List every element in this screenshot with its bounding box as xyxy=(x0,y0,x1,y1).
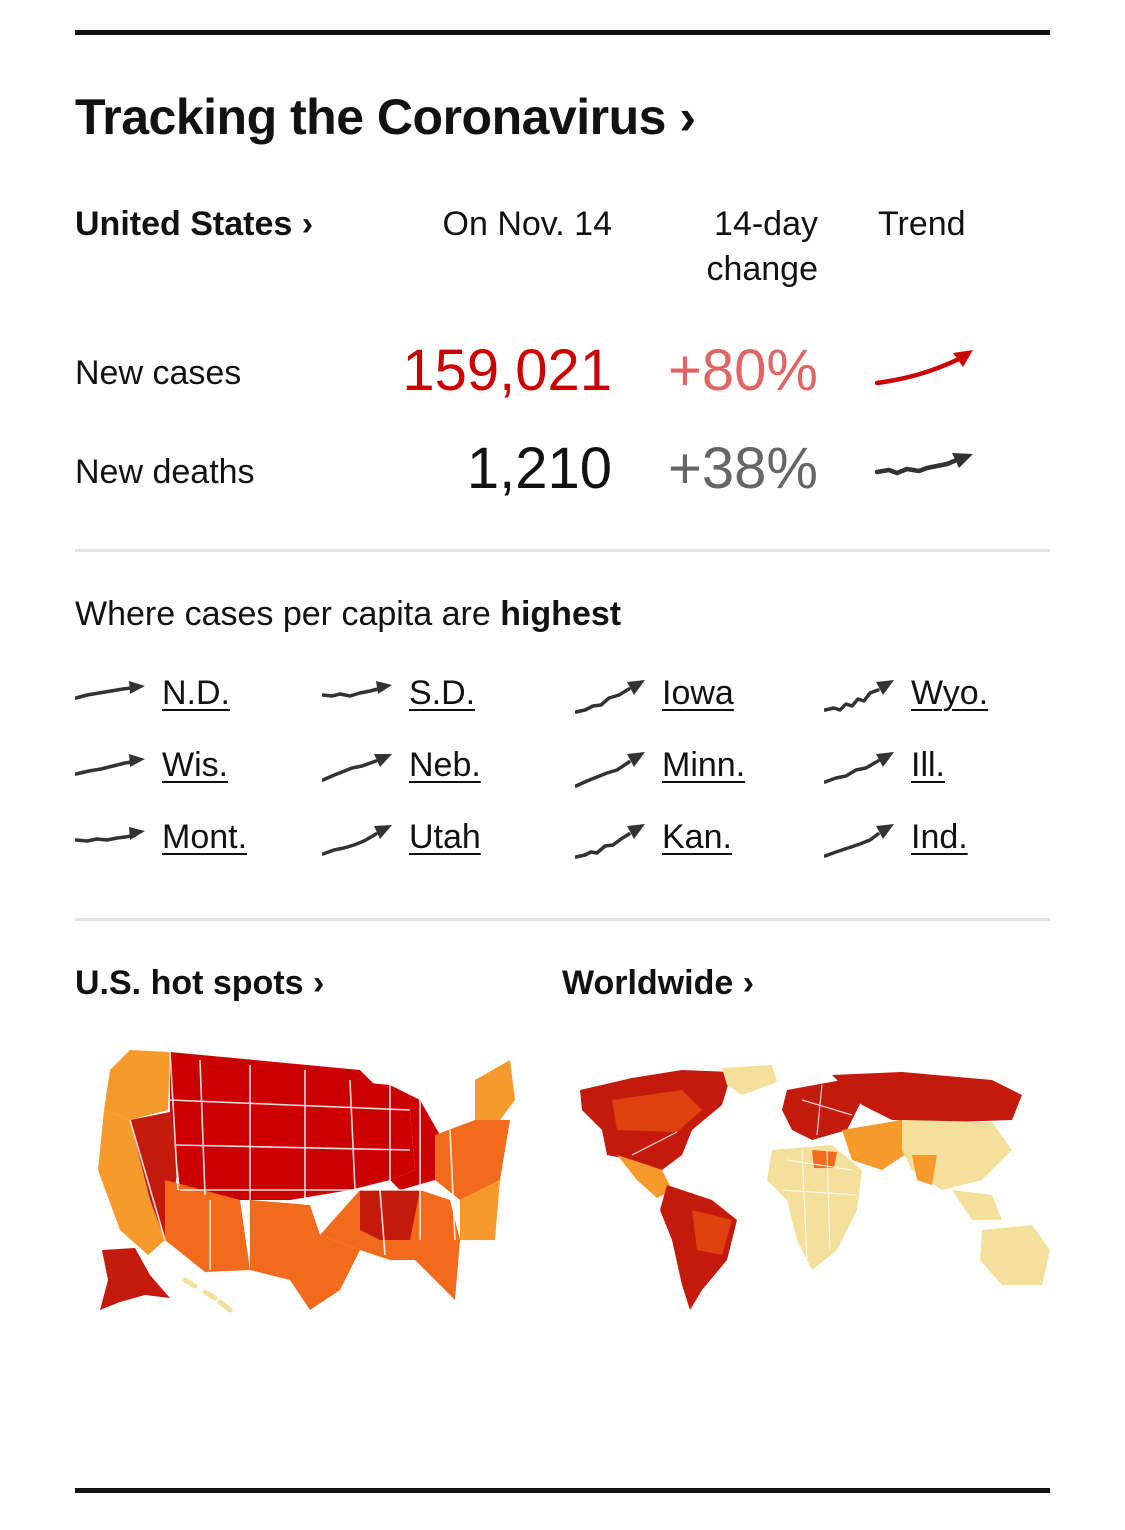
tracking-title-link[interactable]: Tracking the Coronavirus › xyxy=(75,89,696,145)
highest-heading-prefix: Where cases per capita are xyxy=(75,595,501,633)
trend-arrow-icon xyxy=(575,824,645,859)
trend-header: Trend xyxy=(878,205,966,243)
trend-arrow-icon xyxy=(322,825,392,856)
state-label: Utah xyxy=(409,818,481,856)
trend-arrow-icon xyxy=(322,754,392,782)
date-header: On Nov. 14 xyxy=(442,205,612,243)
bottom-rule xyxy=(75,1488,1050,1493)
state-label: Mont. xyxy=(162,818,248,856)
change-header-line2: change xyxy=(706,250,818,288)
country-link[interactable]: United States › xyxy=(75,205,314,243)
divider-2 xyxy=(75,918,1050,921)
state-label: Wyo. xyxy=(911,674,989,712)
highest-heading: Where cases per capita are highest xyxy=(75,595,621,634)
trend-arrow-icon xyxy=(824,824,894,858)
state-label: Neb. xyxy=(409,746,481,784)
state-label: Minn. xyxy=(662,746,746,784)
us-map-icon[interactable] xyxy=(90,1040,520,1320)
state-label: N.D. xyxy=(162,674,230,712)
state-label: Ind. xyxy=(911,818,968,856)
state-label: S.D. xyxy=(409,674,476,712)
top-rule xyxy=(75,30,1050,35)
trend-arrow-icon xyxy=(824,752,894,784)
trend-arrow-icon xyxy=(322,681,392,698)
trend-arrow-icon xyxy=(575,680,645,714)
trend-arrow-icon xyxy=(75,754,145,776)
deaths-trend-arrow-icon xyxy=(875,453,973,476)
change-header-line1: 14-day xyxy=(714,205,818,243)
highest-heading-emphasis: highest xyxy=(500,595,622,633)
new-cases-value: 159,021 xyxy=(402,338,612,403)
state-label: Ill. xyxy=(911,746,945,784)
new-cases-label: New cases xyxy=(75,354,242,392)
change-header: 14-day change xyxy=(650,202,818,292)
cases-trend-arrow-icon xyxy=(875,350,973,386)
state-label: Wis. xyxy=(162,746,229,784)
new-deaths-value: 1,210 xyxy=(466,436,612,501)
trend-arrow-icon xyxy=(575,752,645,788)
us-hotspots-link[interactable]: U.S. hot spots › xyxy=(75,964,325,1002)
trend-arrow-icon xyxy=(75,681,145,700)
new-deaths-label: New deaths xyxy=(75,453,255,491)
world-map-icon[interactable] xyxy=(572,1060,1052,1320)
trend-arrow-icon xyxy=(75,827,145,843)
worldwide-link[interactable]: Worldwide › xyxy=(562,964,755,1002)
new-deaths-change: +38% xyxy=(668,436,818,501)
divider-1 xyxy=(75,549,1050,552)
state-label: Iowa xyxy=(662,674,734,712)
new-cases-change: +80% xyxy=(668,338,818,403)
trend-arrow-icon xyxy=(824,680,894,712)
state-label: Kan. xyxy=(662,818,732,856)
